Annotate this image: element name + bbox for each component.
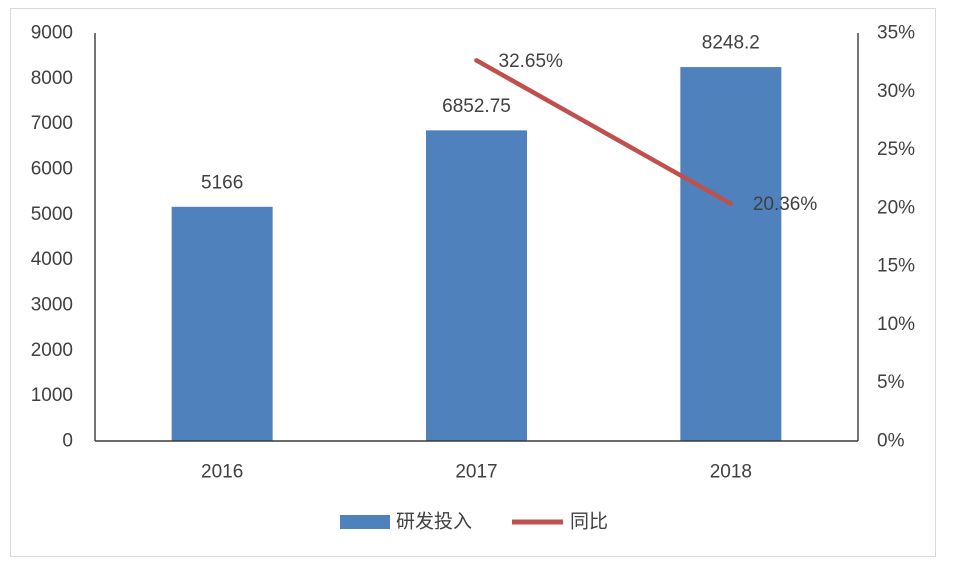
legend-label-rd-investment: 研发投入 xyxy=(396,511,472,533)
right-y-tick-label: 0% xyxy=(877,431,905,452)
left-y-tick-label: 8000 xyxy=(31,68,73,89)
right-y-tick-label: 5% xyxy=(877,372,905,393)
right-y-tick-label: 15% xyxy=(877,256,915,277)
x-tick-label: 2016 xyxy=(201,462,243,483)
left-y-tick-label: 6000 xyxy=(31,159,73,180)
left-y-tick-label: 4000 xyxy=(31,249,73,270)
bar-2016 xyxy=(171,206,273,441)
bar-data-label: 6852.75 xyxy=(442,96,511,117)
legend-item-yoy: 同比 xyxy=(512,511,608,533)
right-y-tick-label: 10% xyxy=(877,314,915,335)
left-y-tick-label: 5000 xyxy=(31,204,73,225)
bar-2018 xyxy=(680,67,782,441)
chart-labels: 0 1000 2000 3000 4000 5000 6000 7000 8000 9000 0% 5… xyxy=(31,23,915,483)
yoy-point-2017 xyxy=(474,58,479,63)
left-y-tick-label: 7000 xyxy=(31,113,73,134)
yoy-point-2018 xyxy=(728,201,734,206)
right-y-tick-label: 20% xyxy=(877,197,915,218)
bar-data-label: 8248.2 xyxy=(702,33,760,54)
x-tick-label: 2017 xyxy=(455,462,497,483)
legend-swatch-bar xyxy=(340,515,390,529)
bar-data-label: 5166 xyxy=(201,172,243,193)
left-y-tick-label: 2000 xyxy=(31,340,73,361)
chart-marks xyxy=(171,58,782,442)
legend-label-yoy: 同比 xyxy=(570,511,608,533)
yoy-line xyxy=(474,58,734,206)
right-y-tick-label: 35% xyxy=(877,23,915,44)
left-y-tick-label: 3000 xyxy=(31,295,73,316)
bar-2017 xyxy=(426,130,527,442)
left-y-tick-label: 0 xyxy=(62,431,73,452)
line-data-label: 20.36% xyxy=(753,194,818,215)
legend: 研发投入 同比 xyxy=(340,511,608,533)
right-y-tick-label: 30% xyxy=(877,81,915,102)
legend-item-rd-investment: 研发投入 xyxy=(340,511,472,533)
left-y-tick-label: 1000 xyxy=(31,385,73,406)
x-tick-label: 2018 xyxy=(710,462,752,483)
left-y-tick-label: 9000 xyxy=(31,23,73,44)
right-y-tick-label: 25% xyxy=(877,139,915,160)
line-data-label: 32.65% xyxy=(499,51,564,72)
